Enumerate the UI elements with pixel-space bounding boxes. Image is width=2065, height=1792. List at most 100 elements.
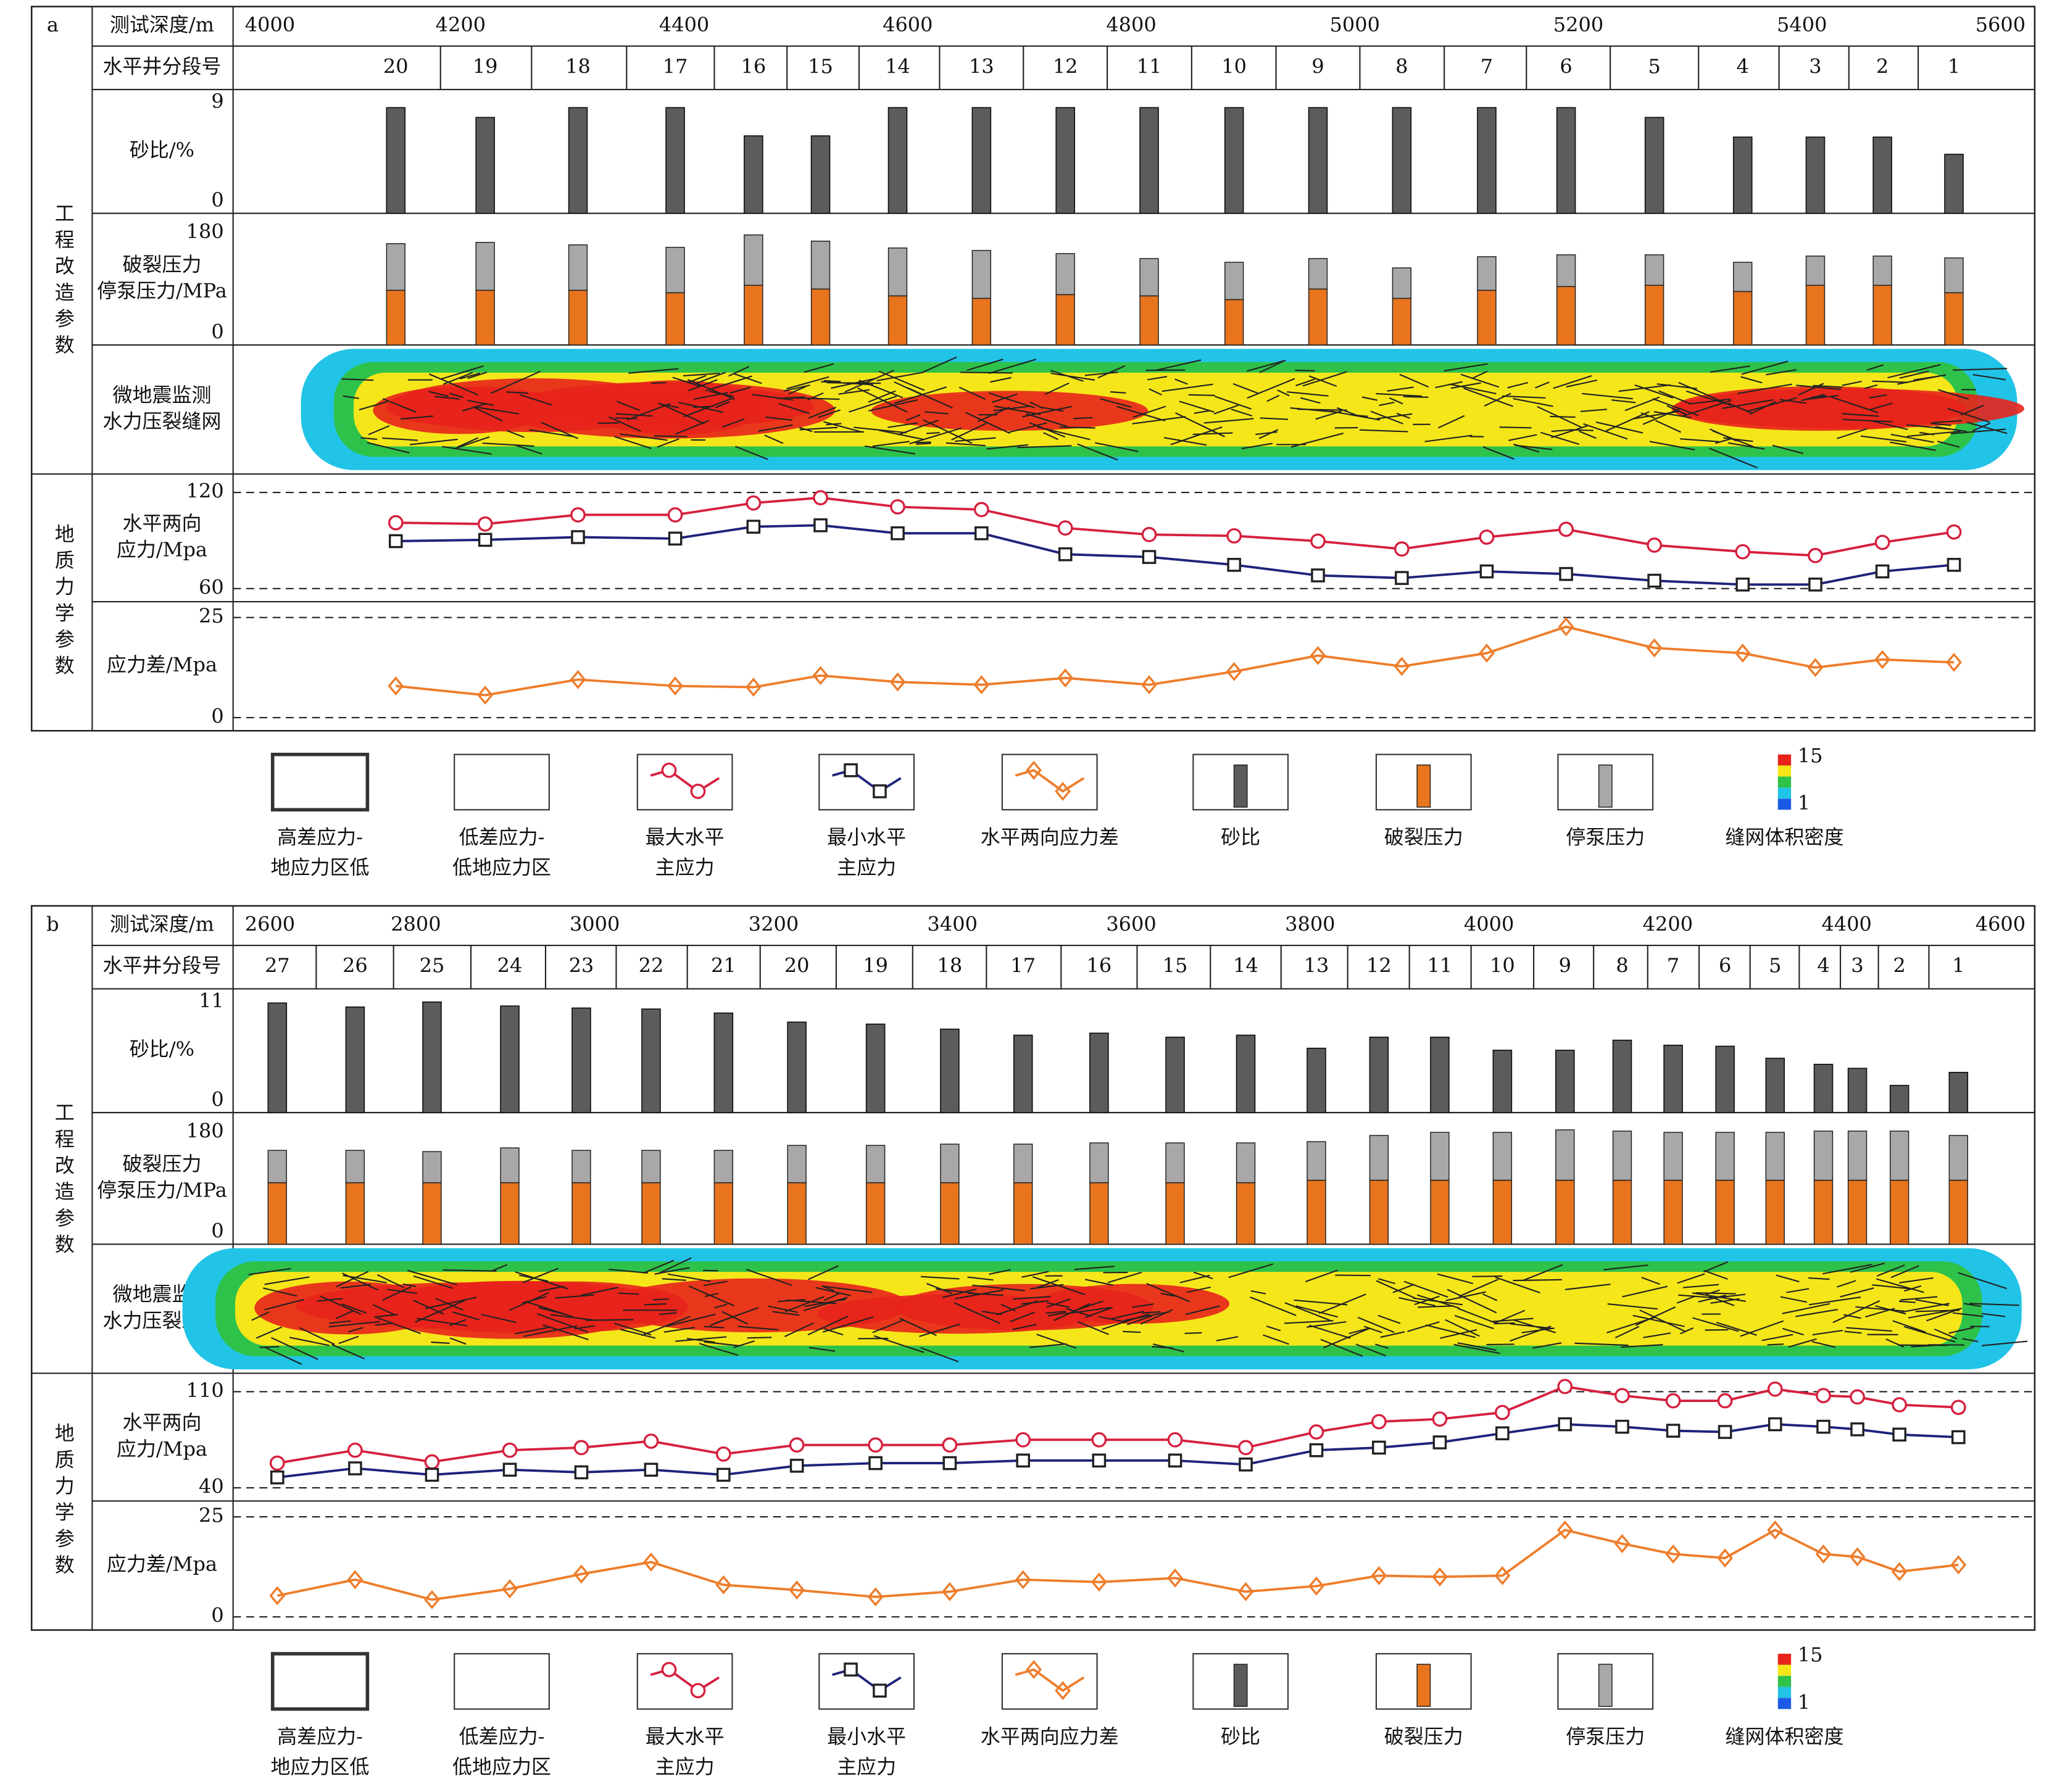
- sand-bar: [713, 1012, 734, 1113]
- marker: [1558, 1417, 1573, 1432]
- fracture: [1029, 401, 1044, 409]
- x-tick-label: 2600: [245, 913, 295, 936]
- fracture: [1844, 1330, 1862, 1334]
- row-label: 应力差/Mpa: [107, 1553, 217, 1576]
- marker: [1308, 1576, 1324, 1596]
- fracture: [758, 424, 793, 432]
- fracture: [1185, 1305, 1220, 1316]
- marker: [1091, 1572, 1107, 1592]
- marker: [1559, 566, 1573, 581]
- fracture: [747, 1337, 772, 1339]
- fracture: [654, 1267, 690, 1275]
- fracture: [442, 371, 473, 385]
- fracture: [618, 1292, 639, 1295]
- fracture: [382, 437, 418, 441]
- fracture: [1450, 382, 1481, 389]
- fracture: [415, 1300, 465, 1323]
- pressure-bar: [1013, 1182, 1033, 1245]
- row-label: 水平井分段号: [102, 954, 221, 977]
- fracture: [778, 403, 810, 415]
- fracture: [1152, 1346, 1173, 1349]
- y-tick-label: 110: [186, 1379, 224, 1402]
- marker: [1394, 541, 1410, 557]
- pressure-bar: [641, 1182, 661, 1245]
- pressure-bar: [1663, 1179, 1683, 1245]
- fracture: [347, 1327, 364, 1333]
- fracture: [375, 1322, 393, 1326]
- fracture: [1174, 412, 1225, 438]
- pressure-bar: [1663, 1132, 1683, 1181]
- fracture: [1097, 365, 1126, 379]
- fracture: [1132, 416, 1186, 425]
- fracture: [317, 1298, 343, 1302]
- fracture-zone: [1671, 388, 2025, 429]
- fracture: [359, 400, 388, 411]
- fracture: [1780, 1296, 1808, 1303]
- legend-label: 地应力区低: [271, 1755, 370, 1778]
- fracture: [1435, 381, 1463, 389]
- fracture: [1170, 426, 1223, 446]
- fracture: [1021, 1271, 1049, 1278]
- fracture: [776, 396, 805, 399]
- pressure-bar: [1765, 1179, 1785, 1245]
- pressure-bar: [422, 1151, 442, 1184]
- fracture: [1723, 437, 1753, 442]
- fracture: [614, 1322, 652, 1336]
- pressure-bar: [1308, 258, 1328, 290]
- fracture: [1214, 396, 1252, 410]
- fracture: [536, 1313, 589, 1333]
- fracture: [989, 1269, 1012, 1275]
- marker: [1950, 1400, 1966, 1416]
- fracture: [1232, 383, 1260, 394]
- marker: [1647, 573, 1661, 588]
- fracture: [735, 446, 768, 460]
- fracture: [1972, 374, 2006, 381]
- legend-label: 最小水平: [827, 1725, 906, 1748]
- sand-bar: [887, 107, 908, 214]
- x-tick-label: 4400: [659, 13, 709, 36]
- fracture: [872, 441, 910, 447]
- fracture: [695, 371, 726, 384]
- y-tick-label: 25: [199, 604, 224, 628]
- stage-label: 20: [383, 54, 409, 78]
- fracture: [1307, 1321, 1347, 1328]
- fracture: [752, 394, 794, 401]
- marker: [1141, 675, 1157, 695]
- row-label: 微地震监测: [112, 383, 211, 407]
- marker: [1815, 1544, 1832, 1564]
- marker: [717, 1467, 731, 1482]
- panel: b工程改造参数地质力学参数测试深度/m水平井分段号砂比/%破裂压力停泵压力/MP…: [30, 905, 2036, 1778]
- fracture: [1741, 360, 1789, 375]
- stage-label: 1: [1948, 54, 1960, 78]
- fracture: [1855, 1306, 1905, 1312]
- fracture: [1284, 1320, 1334, 1324]
- fracture: [1084, 371, 1118, 376]
- fracture: [1969, 1303, 2019, 1306]
- sand-bar: [1715, 1045, 1735, 1113]
- row-label: 停泵压力/MPa: [97, 1179, 227, 1202]
- fracture: [686, 1338, 715, 1343]
- fracture: [1045, 1311, 1066, 1314]
- stage-label: 23: [569, 954, 594, 977]
- marker: [1168, 1453, 1182, 1468]
- fracture: [942, 1288, 977, 1298]
- marker: [1558, 617, 1574, 637]
- fracture: [986, 444, 1029, 450]
- marker: [1058, 547, 1073, 562]
- stage-label: 4: [1817, 954, 1829, 977]
- pressure-bar: [1055, 253, 1075, 296]
- pressure-bar: [1948, 1179, 1968, 1245]
- marker: [1372, 1440, 1386, 1455]
- marker: [1767, 1381, 1783, 1397]
- fracture: [1029, 1343, 1067, 1348]
- fracture: [609, 1268, 649, 1274]
- fracture: [1116, 405, 1165, 421]
- fracture: [425, 1296, 477, 1309]
- fracture: [1284, 1302, 1331, 1322]
- marker: [388, 534, 403, 549]
- fracture: [1502, 395, 1546, 399]
- fracture: [1259, 360, 1284, 373]
- marker: [942, 1437, 958, 1453]
- marker: [746, 495, 762, 511]
- fracture: [1449, 383, 1497, 395]
